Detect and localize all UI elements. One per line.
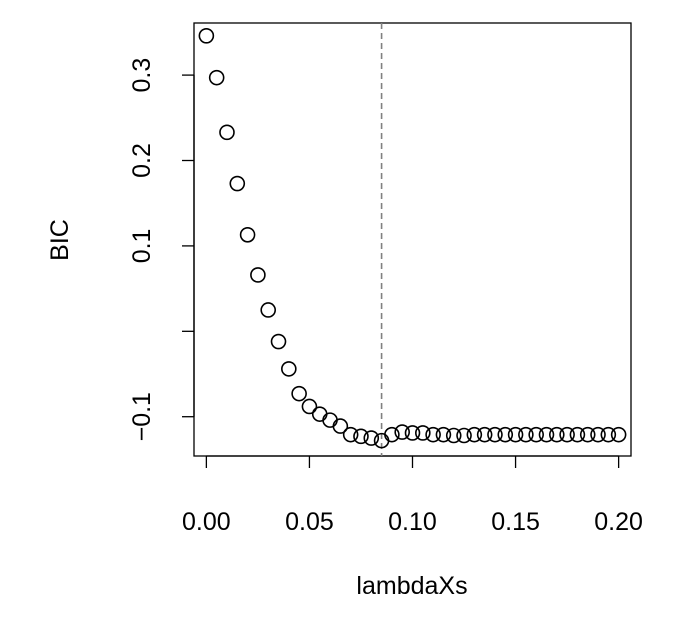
data-point [311,406,328,422]
x-axis-title: lambdaXs [356,572,467,600]
data-point [590,426,606,443]
data-points [198,28,627,449]
data-point [342,426,359,443]
data-point [610,426,627,443]
data-point [425,426,441,443]
data-point [435,426,452,443]
data-point [404,425,421,441]
data-point [208,69,225,86]
data-point [415,425,431,441]
data-point [538,426,555,443]
y-tick-label: 0.2 [128,143,156,178]
data-point [528,426,544,443]
x-tick-label: 0.05 [285,508,334,536]
data-point [270,333,287,350]
data-point [353,428,369,445]
data-point [445,427,462,444]
data-point [229,175,246,192]
y-tick-label: 0.3 [128,58,156,93]
x-axis: 0.00 0.05 0.10 0.15 0.20 [182,455,643,536]
data-point [466,426,483,443]
x-tick-label: 0.00 [182,508,231,536]
data-point [301,398,318,415]
data-point [394,424,410,440]
data-point [250,267,266,283]
data-point [518,426,534,443]
data-point [456,427,472,444]
plot-frame [193,22,632,457]
x-tick-label: 0.15 [491,508,540,536]
x-tick-label: 0.10 [388,508,437,536]
data-point [497,426,514,443]
data-point [548,426,565,443]
data-point [332,418,349,434]
data-point [569,426,586,443]
x-tick-label: 0.20 [594,508,643,536]
data-point [291,385,307,402]
data-point [322,412,338,428]
data-point [384,426,400,443]
data-point [219,124,235,141]
data-point [363,430,380,446]
y-axis-title: BIC [46,219,74,261]
data-point [487,426,503,443]
data-point [507,426,524,443]
y-tick-label: −0.1 [128,392,156,441]
data-point [281,361,297,377]
data-point [198,28,215,44]
data-point [476,426,493,443]
data-point [600,426,617,443]
data-point [260,302,277,318]
y-axis: −0.1 0.1 0.2 0.3 [128,58,195,441]
data-point [239,227,256,243]
y-tick-label: 0.1 [128,229,156,264]
data-point [559,426,575,443]
data-point [579,426,596,443]
